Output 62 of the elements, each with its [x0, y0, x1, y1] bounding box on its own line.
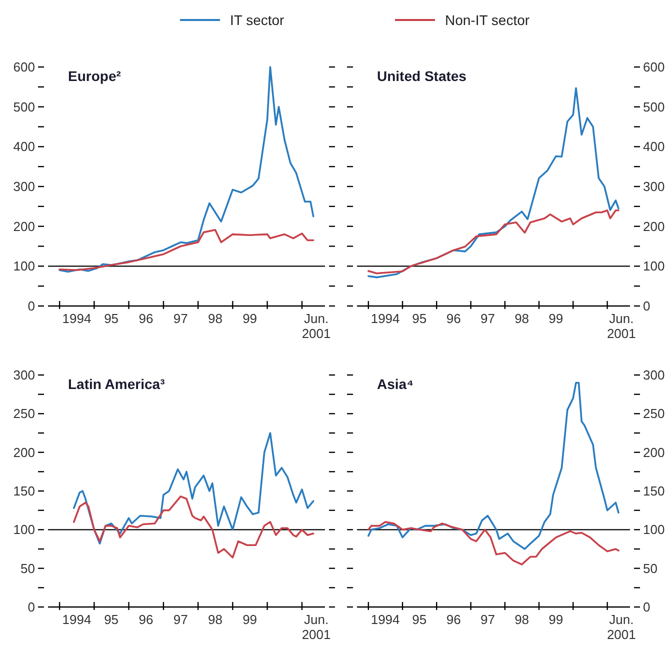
x-tick-label: 1994: [370, 311, 400, 326]
y2-tick-label: 100: [643, 258, 665, 274]
y2-tick-label: 200: [643, 444, 665, 460]
y2-tick-label: 250: [643, 406, 665, 422]
x-tick-label: 97: [480, 612, 495, 627]
y2-tick-label: 300: [643, 179, 665, 194]
x-tick-label: 99: [242, 612, 258, 627]
y-tick-label: 100: [13, 522, 35, 538]
x-tick-label: 96: [138, 612, 154, 627]
y2-tick-label: 100: [643, 522, 665, 538]
x-tick-label: 95: [104, 311, 119, 326]
y-tick-label: 600: [13, 60, 35, 75]
chart-title: Asia⁴: [377, 376, 414, 392]
x-tick-label: 97: [173, 612, 188, 627]
x-tick-label: 97: [173, 311, 188, 326]
x-tick-label: Jun. 2001: [302, 311, 331, 341]
y2-tick-label: 600: [643, 60, 665, 75]
chart-title: Europe²: [68, 68, 122, 84]
y-tick-label: 50: [20, 560, 35, 576]
x-tick-label: 98: [514, 311, 530, 326]
y2-tick-label: 200: [643, 218, 665, 234]
y-tick-label: 0: [28, 600, 35, 615]
x-tick-label: 96: [138, 311, 154, 326]
x-tick-label: 1994: [370, 612, 400, 627]
y2-tick-label: 150: [643, 484, 665, 499]
x-tick-label: 99: [242, 311, 258, 326]
x-tick-label: 95: [412, 311, 427, 326]
legend-label: Non-IT sector: [445, 12, 530, 28]
x-tick-label: 1994: [62, 612, 92, 627]
chart-title: Latin America³: [68, 376, 166, 392]
y-tick-label: 200: [13, 444, 35, 460]
y-tick-label: 100: [13, 258, 35, 274]
x-tick-label: 99: [548, 311, 564, 326]
y-tick-label: 500: [13, 99, 35, 114]
x-tick-label: 97: [480, 311, 495, 326]
x-tick-label: 98: [208, 612, 222, 627]
x-tick-label: 1994: [62, 311, 92, 326]
x-tick-label: 95: [104, 612, 119, 627]
x-tick-label: Jun. 2001: [606, 311, 636, 341]
y-tick-label: 0: [28, 298, 35, 314]
y-tick-label: 300: [13, 179, 35, 194]
y-tick-label: 150: [13, 484, 35, 499]
x-tick-label: 98: [514, 612, 530, 627]
y2-tick-label: 500: [643, 99, 665, 114]
y-tick-label: 300: [13, 368, 35, 383]
x-tick-label: 99: [548, 612, 564, 627]
x-tick-label: 95: [412, 612, 427, 627]
y2-tick-label: 300: [643, 368, 665, 383]
y-tick-label: 400: [13, 139, 35, 154]
y2-tick-label: 50: [643, 560, 658, 576]
x-tick-label: 96: [446, 612, 461, 627]
y-tick-label: 200: [13, 218, 35, 234]
x-tick-label: Jun. 2001: [606, 612, 636, 642]
x-tick-label: 96: [446, 311, 461, 326]
y-tick-label: 250: [13, 406, 35, 422]
y2-tick-label: 0: [643, 298, 650, 314]
legend-label: IT sector: [230, 12, 285, 28]
chart-title: United States: [377, 68, 467, 84]
y2-tick-label: 400: [643, 139, 665, 154]
x-tick-label: 98: [208, 311, 222, 326]
y2-tick-label: 0: [643, 600, 650, 615]
x-tick-label: Jun. 2001: [302, 612, 331, 642]
